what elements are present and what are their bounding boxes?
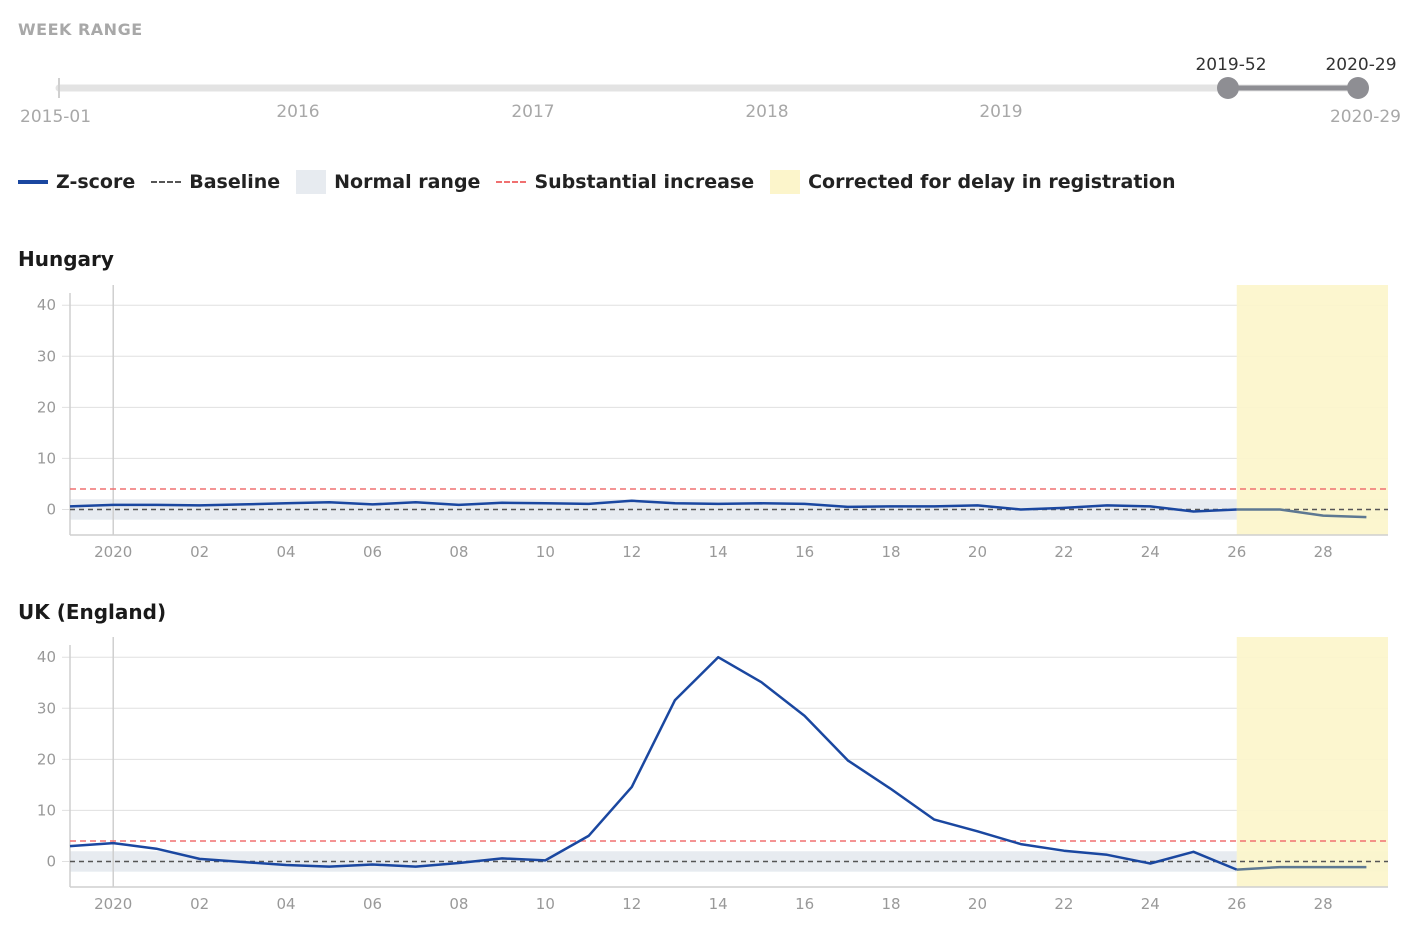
x-tick-label: 24 — [1141, 543, 1160, 561]
normal-range-swatch — [296, 170, 327, 194]
corrected-delay-band — [1236, 637, 1388, 887]
legend-label-normal-range: Normal range — [334, 171, 481, 193]
slider-handle-high-label: 2020-29 — [1325, 55, 1396, 75]
x-tick-label: 24 — [1141, 895, 1160, 913]
y-tick-label: 0 — [46, 500, 56, 518]
y-tick-label: 20 — [37, 750, 56, 768]
y-tick-label: 10 — [37, 801, 56, 819]
y-tick-label: 20 — [37, 398, 56, 416]
slider-handle-low[interactable] — [1217, 77, 1239, 99]
x-tick-label: 02 — [190, 895, 209, 913]
x-tick-label: 06 — [363, 543, 382, 561]
x-tick-label: 12 — [622, 895, 641, 913]
x-tick-label: 16 — [795, 543, 814, 561]
zscore-line-swatch — [18, 180, 48, 184]
chart-title-hungary: Hungary — [18, 247, 114, 271]
y-tick-label: 30 — [37, 347, 56, 365]
x-tick-label: 10 — [536, 895, 555, 913]
chart-legend: Z-score Baseline Normal range Substantia… — [18, 170, 1192, 194]
y-tick-label: 10 — [37, 449, 56, 467]
x-tick-label: 16 — [795, 895, 814, 913]
x-tick-label: 26 — [1227, 543, 1246, 561]
legend-label-corrected: Corrected for delay in registration — [808, 171, 1176, 193]
zscore-line-corrected[interactable] — [1236, 865, 1367, 871]
legend-item-corrected[interactable]: Corrected for delay in registration — [770, 170, 1176, 194]
zscore-line[interactable] — [69, 499, 1237, 513]
x-tick-label: 08 — [449, 895, 468, 913]
substantial-increase-swatch — [496, 181, 527, 183]
x-tick-label: 18 — [882, 543, 901, 561]
legend-item-baseline[interactable]: Baseline — [151, 171, 280, 193]
x-tick-label: 22 — [1054, 543, 1073, 561]
slider-year-tick: 2016 — [276, 102, 319, 122]
x-tick-label: 28 — [1314, 895, 1333, 913]
slider-end-label: 2020-29 — [1330, 107, 1401, 127]
x-tick-label: 10 — [536, 543, 555, 561]
x-tick-label: 20 — [968, 543, 987, 561]
x-tick-label: 02 — [190, 543, 209, 561]
week-range-slider[interactable]: 2015-01 2020-29 2016 2017 2018 2019 2019-52 202… — [0, 45, 1421, 145]
legend-item-zscore[interactable]: Z-score — [18, 171, 135, 193]
legend-label-substantial-increase: Substantial increase — [534, 171, 755, 193]
week-range-title: WEEK RANGE — [18, 20, 143, 39]
corrected-band-swatch — [770, 170, 801, 194]
x-tick-label: 22 — [1054, 895, 1073, 913]
x-tick-label: 12 — [622, 543, 641, 561]
x-tick-label: 06 — [363, 895, 382, 913]
slider-year-tick: 2018 — [745, 102, 788, 122]
x-tick-label: 26 — [1227, 895, 1246, 913]
y-tick-label: 40 — [37, 296, 56, 314]
legend-label-zscore: Z-score — [56, 171, 136, 193]
x-tick-label: 04 — [277, 895, 296, 913]
x-tick-label: 04 — [277, 543, 296, 561]
corrected-delay-band — [1236, 285, 1388, 535]
slider-year-tick: 2017 — [511, 102, 554, 122]
chart-hungary: 0 10 20 30 40 2020 02 04 06 08 10 12 14 16 18 20 22 24 26 2… — [37, 285, 1388, 561]
slider-handle-high[interactable] — [1347, 77, 1369, 99]
slider-year-tick: 2019 — [979, 102, 1022, 122]
x-tick-label: 14 — [709, 543, 728, 561]
legend-item-substantial-increase[interactable]: Substantial increase — [496, 171, 754, 193]
legend-label-baseline: Baseline — [189, 171, 281, 193]
x-tick-label: 28 — [1314, 543, 1333, 561]
slider-start-label: 2015-01 — [20, 107, 91, 127]
y-tick-label: 0 — [46, 852, 56, 870]
x-tick-label: 18 — [882, 895, 901, 913]
x-tick-label: 14 — [709, 895, 728, 913]
y-tick-label: 30 — [37, 699, 56, 717]
chart-uk-england: 0 10 20 30 40 2020 02 04 06 08 10 12 14 16 18 20 22 24 26 2… — [37, 637, 1388, 913]
zscore-line-corrected[interactable] — [1236, 508, 1367, 519]
x-tick-label: 2020 — [94, 895, 132, 913]
x-tick-label: 2020 — [94, 543, 132, 561]
x-tick-label: 08 — [449, 543, 468, 561]
y-tick-label: 40 — [37, 648, 56, 666]
x-tick-label: 20 — [968, 895, 987, 913]
baseline-dash-swatch — [151, 181, 182, 183]
slider-handle-low-label: 2019-52 — [1195, 55, 1266, 75]
chart-title-uk-england: UK (England) — [18, 600, 167, 624]
legend-item-normal-range[interactable]: Normal range — [296, 170, 480, 194]
zscore-line[interactable] — [69, 655, 1238, 871]
